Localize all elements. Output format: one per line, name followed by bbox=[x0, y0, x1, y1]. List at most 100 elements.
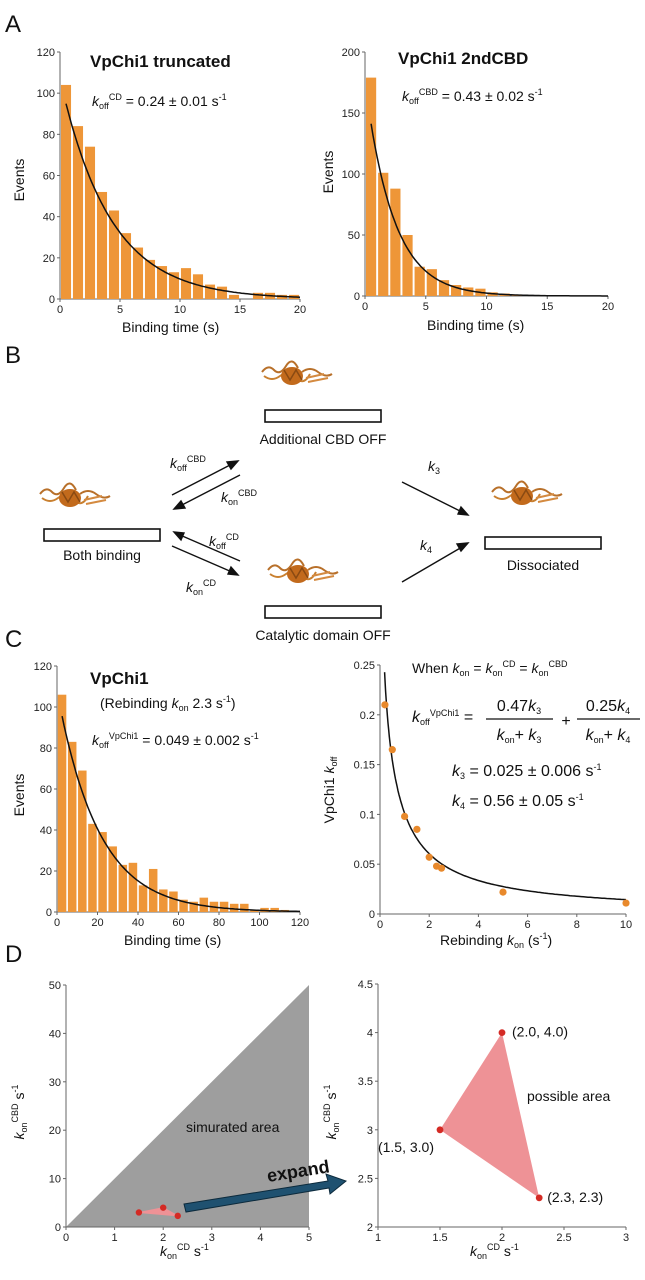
histogram-bar bbox=[60, 84, 72, 299]
histogram-bar bbox=[192, 274, 204, 299]
y-tick-label: 20 bbox=[49, 1125, 61, 1137]
fit-annotation: koffCD = 0.24 ± 0.01 s-1 bbox=[92, 92, 227, 111]
y-tick-label: 20 bbox=[40, 866, 52, 878]
x-axis-label: Binding time (s) bbox=[427, 317, 524, 333]
y-tick-label: 40 bbox=[43, 212, 55, 224]
vertex-label: (1.5, 3.0) bbox=[378, 1139, 434, 1155]
histogram-bar bbox=[365, 77, 377, 297]
y-axis-label: Events bbox=[11, 159, 27, 202]
histogram-bar bbox=[463, 287, 474, 296]
x-tick-label: 80 bbox=[213, 917, 225, 929]
histogram-bar bbox=[57, 694, 67, 912]
surface-bottom bbox=[264, 605, 382, 619]
arrow-k4 bbox=[401, 546, 463, 583]
x-tick-label: 15 bbox=[541, 301, 553, 313]
protein-structure-bottom bbox=[267, 558, 339, 584]
chart-title: VpChi1 bbox=[90, 669, 149, 688]
x-tick-label: 1.5 bbox=[432, 1232, 447, 1244]
histogram-bar bbox=[240, 903, 249, 912]
x-tick-label: 4 bbox=[475, 919, 481, 931]
x-tick-label: 5 bbox=[423, 301, 429, 313]
state-label-left: Both binding bbox=[63, 547, 141, 563]
scatter-point bbox=[622, 899, 630, 907]
histogram-bar bbox=[67, 741, 77, 912]
y-tick-label: 2 bbox=[367, 1222, 373, 1234]
panel-label-c: C bbox=[5, 626, 22, 653]
y-tick-label: 40 bbox=[49, 1028, 61, 1040]
y-tick-label: 3.5 bbox=[358, 1076, 373, 1088]
reaction-arrows bbox=[171, 460, 470, 583]
state-label-right: Dissociated bbox=[507, 557, 579, 573]
y-tick-label: 0 bbox=[46, 907, 52, 919]
chart-title: VpChi1 2ndCBD bbox=[398, 49, 528, 68]
x-tick-label: 120 bbox=[291, 917, 309, 929]
rate-label-koff-cbd: koffCBD bbox=[170, 454, 206, 473]
histogram-bar bbox=[216, 286, 228, 299]
region-label: simurated area bbox=[186, 1119, 280, 1135]
x-tick-label: 10 bbox=[620, 919, 632, 931]
histogram-bar bbox=[252, 292, 264, 299]
x-tick-label: 10 bbox=[174, 304, 186, 316]
x-tick-label: 2 bbox=[426, 919, 432, 931]
y-tick-label: 4 bbox=[367, 1028, 373, 1040]
vertex-label: (2.3, 2.3) bbox=[547, 1189, 603, 1205]
x-tick-label: 20 bbox=[602, 301, 614, 313]
y-tick-label: 3 bbox=[367, 1125, 373, 1137]
rate-label-kon-cbd: konCBD bbox=[221, 488, 258, 507]
histogram-bar bbox=[108, 846, 117, 912]
x-tick-label: 5 bbox=[306, 1232, 312, 1244]
y-tick-label: 150 bbox=[342, 108, 360, 120]
rate-label-koff-cd: koffCD bbox=[209, 532, 239, 551]
x-axis-label: Binding time (s) bbox=[124, 932, 221, 948]
vertex-point bbox=[135, 1209, 143, 1216]
y-axis-label: konCBD s-1 bbox=[10, 1085, 29, 1140]
scatter-point bbox=[401, 812, 409, 820]
scatter-point bbox=[499, 888, 507, 896]
arrowhead bbox=[225, 460, 240, 471]
arrowhead bbox=[455, 542, 470, 553]
state-label-bottom: Catalytic domain OFF bbox=[255, 627, 390, 643]
possible-area-mini bbox=[138, 1207, 179, 1217]
histogram-bar bbox=[229, 903, 239, 912]
x-tick-label: 10 bbox=[480, 301, 492, 313]
y-tick-label: 40 bbox=[40, 825, 52, 837]
rate-label-k3: k3 bbox=[428, 458, 440, 476]
arrow-kon-cd bbox=[179, 534, 241, 562]
histogram-bar bbox=[72, 126, 84, 299]
histogram-bar bbox=[402, 235, 413, 296]
y-tick-label: 80 bbox=[40, 743, 52, 755]
x-tick-label: 2 bbox=[160, 1232, 166, 1244]
exponential-fit-curve bbox=[370, 123, 608, 297]
x-tick-label: 40 bbox=[132, 917, 144, 929]
chart-c2: When kon = konCD = konCBD koffVpChi1 = 0… bbox=[321, 659, 640, 950]
y-tick-label: 4.5 bbox=[358, 979, 373, 991]
fit-annotation: koffCBD = 0.43 ± 0.02 s-1 bbox=[402, 87, 543, 106]
equation-lhs: koffVpChi1 = bbox=[412, 708, 473, 727]
y-tick-label: 200 bbox=[342, 47, 360, 59]
x-tick-label: 1 bbox=[375, 1232, 381, 1244]
y-tick-label: 2.5 bbox=[358, 1173, 373, 1185]
panel-label-d: D bbox=[5, 941, 22, 968]
chart-d1: simurated area konCD s-1 konCBD s-1 0 1 2 3… bbox=[10, 980, 312, 1261]
histogram-bar bbox=[118, 864, 128, 912]
y-tick-label: 120 bbox=[37, 47, 55, 59]
histogram-bar bbox=[451, 285, 462, 296]
y-tick-label: 0.05 bbox=[354, 859, 375, 871]
histogram-bar bbox=[98, 832, 107, 912]
scatter-point bbox=[437, 864, 446, 872]
y-tick-label: 10 bbox=[49, 1174, 61, 1186]
histogram-bar bbox=[132, 247, 144, 299]
histogram-bar bbox=[144, 259, 156, 299]
histogram-bar bbox=[96, 191, 108, 299]
y-tick-label: 30 bbox=[49, 1077, 61, 1089]
fit-curve bbox=[383, 672, 627, 901]
x-tick-label: 0 bbox=[54, 917, 60, 929]
chart-a1: VpChi1 truncated koffCD = 0.24 ± 0.01 s-… bbox=[11, 47, 306, 335]
histogram-bar bbox=[108, 210, 120, 299]
histogram-bar bbox=[180, 268, 192, 299]
y-tick-label: 0 bbox=[49, 294, 55, 306]
histogram-bar bbox=[228, 294, 240, 299]
x-tick-label: 1 bbox=[112, 1232, 118, 1244]
x-tick-label: 2.5 bbox=[556, 1232, 571, 1244]
